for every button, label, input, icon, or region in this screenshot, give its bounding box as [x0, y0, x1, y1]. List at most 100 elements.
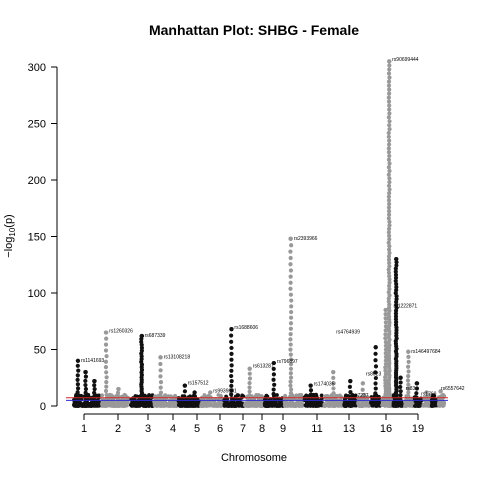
y-axis-label-tail: (p)	[3, 214, 15, 227]
snp-peak-point	[360, 381, 366, 386]
snp-point	[87, 402, 92, 407]
snp-point	[386, 198, 392, 203]
snp-point	[386, 95, 391, 100]
snp-point	[83, 390, 88, 395]
snp-point	[386, 267, 391, 272]
snp-label: rs1141693	[81, 358, 104, 364]
snp-point	[386, 254, 392, 259]
snp-point	[393, 266, 398, 271]
snp-point	[386, 209, 392, 214]
snp-point	[373, 364, 379, 369]
snp-point	[387, 283, 392, 288]
snp-peak-point	[288, 236, 293, 241]
snp-point	[398, 384, 403, 390]
snp-point	[387, 168, 392, 174]
snp-point	[288, 262, 293, 267]
snp-label: rs174035	[314, 382, 335, 388]
snp-label: rs83	[406, 386, 416, 392]
snp-point	[386, 299, 391, 304]
snp-point	[103, 388, 109, 394]
snp-label: rs687339	[145, 333, 166, 339]
snp-point	[158, 361, 163, 367]
snp-point	[430, 403, 435, 407]
snp-point	[383, 343, 388, 348]
y-tick-label: 150	[28, 232, 46, 244]
snp-point	[153, 394, 157, 399]
snp-point	[215, 403, 220, 408]
snp-peak-point	[348, 379, 353, 384]
snp-point	[387, 264, 392, 269]
snp-point	[229, 363, 234, 368]
snp-point	[288, 347, 293, 352]
snp-point	[104, 384, 109, 389]
snp-label: rs7237	[353, 393, 369, 399]
snp-point	[386, 115, 391, 120]
snp-point	[387, 126, 392, 132]
snp-point	[442, 400, 447, 405]
snp-point	[92, 387, 97, 392]
snp-peak-point	[92, 379, 97, 384]
snp-point	[386, 247, 392, 252]
snp-point	[360, 401, 365, 406]
snp-point	[405, 378, 411, 383]
snp-point	[330, 399, 335, 404]
snp-peak-point	[116, 386, 121, 392]
x-axis-label: Chromosome	[221, 452, 287, 464]
snp-point	[373, 370, 378, 375]
snp-point	[298, 400, 303, 405]
snp-point	[173, 393, 178, 398]
snp-point	[294, 393, 299, 398]
snp-point	[229, 357, 234, 362]
snp-point	[222, 403, 227, 408]
snp-label: rs2393966	[294, 236, 318, 242]
x-tick-label: 8	[259, 423, 265, 435]
snp-peak-point	[139, 333, 144, 339]
snp-point	[305, 402, 310, 406]
x-tick-label: 5	[194, 423, 200, 435]
snp-point	[387, 119, 392, 124]
snp-point	[247, 389, 252, 394]
snp-point	[386, 270, 392, 276]
snp-point	[387, 191, 392, 196]
y-tick-label: 50	[34, 345, 46, 357]
snp-point	[229, 351, 234, 357]
snp-point	[104, 375, 109, 380]
snp-point	[247, 380, 252, 386]
x-tick-label: 13	[343, 423, 355, 435]
snp-point	[373, 375, 378, 381]
snp-point	[289, 357, 294, 362]
snp-point	[103, 348, 109, 353]
snp-point	[237, 403, 242, 408]
snp-point	[373, 399, 378, 404]
snp-point	[393, 278, 398, 284]
snp-point	[202, 393, 207, 397]
snp-point	[383, 368, 388, 373]
snp-point	[131, 403, 136, 408]
snp-point	[386, 194, 391, 199]
snp-label: rs613287	[253, 363, 274, 369]
snp-point	[75, 390, 80, 395]
snp-point	[387, 63, 392, 68]
snp-point	[288, 326, 293, 331]
snp-point	[406, 364, 411, 369]
snp-point	[95, 400, 100, 405]
snp-point	[393, 275, 399, 281]
snp-point	[387, 123, 392, 128]
snp-point	[178, 403, 183, 408]
snp-label: rs157512	[188, 380, 209, 386]
snp-point	[386, 165, 391, 170]
snp-point	[394, 285, 399, 290]
snp-point	[387, 274, 392, 279]
snp-point	[258, 402, 263, 407]
snp-point	[387, 107, 392, 112]
snp-point	[387, 138, 392, 143]
snp-point	[182, 389, 188, 394]
snp-point	[338, 403, 343, 408]
snp-peak-point	[387, 59, 392, 64]
snp-point	[251, 403, 256, 408]
snp-point	[103, 364, 109, 370]
snp-point	[386, 183, 392, 188]
snp-point	[100, 393, 104, 398]
snp-label: rs1222871	[394, 304, 418, 310]
snp-point	[289, 304, 294, 309]
